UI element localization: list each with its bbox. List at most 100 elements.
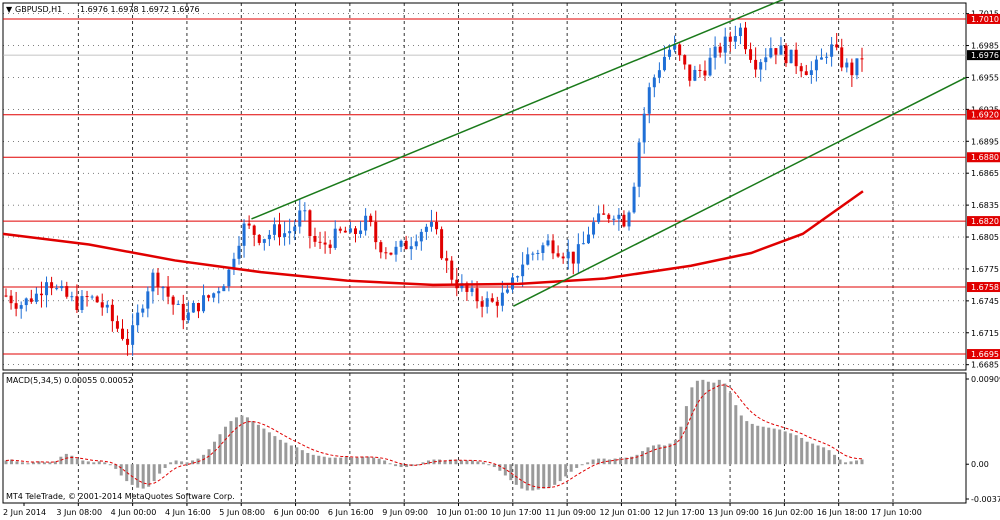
candle	[728, 31, 732, 52]
candle	[764, 48, 768, 71]
level-price-tag	[967, 13, 1000, 24]
candle	[207, 294, 211, 302]
candle	[850, 58, 854, 87]
candle	[576, 233, 580, 274]
price-tick-label: 1.6985	[971, 42, 999, 51]
candle	[749, 42, 753, 63]
macd-bar	[147, 464, 151, 487]
time-tick-label: 12 Jun 17:00	[654, 508, 705, 517]
macd-bar	[130, 464, 134, 485]
moving-average	[2, 190, 864, 287]
price-tick-label: 1.6805	[971, 233, 999, 242]
candle	[247, 215, 251, 229]
level-price-label: 1.6758	[971, 283, 999, 292]
macd-bar	[213, 441, 217, 465]
candle	[804, 64, 808, 76]
macd-bar	[470, 460, 474, 465]
trend-line[interactable]	[251, 0, 792, 220]
macd-bar	[509, 464, 513, 481]
price-tick-label: 1.6775	[971, 265, 999, 274]
macd-bar	[750, 423, 754, 465]
candle	[733, 25, 737, 50]
macd-bar	[240, 415, 244, 465]
candle	[120, 319, 124, 341]
macd-bar	[218, 434, 222, 465]
level-price-label: 1.6820	[971, 217, 999, 226]
candle	[262, 238, 266, 251]
time-tick-label: 11 Jun 09:00	[545, 508, 596, 517]
candle	[131, 313, 135, 356]
candle	[799, 62, 803, 78]
macd-bar	[399, 464, 403, 468]
macd-bar	[372, 457, 376, 465]
candle	[141, 304, 145, 318]
macd-bar	[619, 457, 623, 465]
macd-bar	[300, 450, 304, 465]
candle	[647, 82, 651, 124]
macd-bar	[114, 464, 118, 469]
macd-bar	[328, 457, 332, 465]
macd-bar	[564, 464, 568, 477]
macd-bar	[487, 464, 491, 466]
macd-bar	[119, 464, 123, 476]
macd-bar	[443, 460, 447, 465]
candle	[212, 292, 216, 303]
candle	[612, 215, 616, 226]
candle	[369, 213, 373, 227]
macd-bar	[465, 460, 469, 465]
candle	[364, 208, 368, 236]
level-price-tag	[967, 109, 1000, 120]
candle	[703, 60, 707, 81]
macd-label: MACD(5,34,5) 0.00055 0.00052	[6, 376, 133, 385]
price-tick-label: 1.6955	[971, 73, 999, 82]
time-axis: 2 Jun 2014 3 Jun 08:00 4 Jun 00:00 4 Jun 16…	[3, 503, 922, 517]
time-tick-label: 3 Jun 08:00	[56, 508, 102, 517]
time-tick-label: 10 Jun 01:00	[437, 508, 488, 517]
macd-bar	[333, 457, 337, 465]
macd-bar	[278, 439, 282, 465]
macd-bar	[37, 461, 41, 465]
macd-bar	[355, 457, 359, 465]
macd-axis: 0.00909 0.00 -0.00371	[966, 375, 1000, 504]
candle	[424, 223, 428, 240]
macd-bar	[547, 464, 551, 488]
time-tick-label: 16 Jun 02:00	[762, 508, 813, 517]
candle	[19, 301, 23, 319]
candle	[860, 47, 864, 72]
macd-bar	[437, 459, 441, 465]
candle	[181, 294, 185, 330]
macd-bar	[476, 461, 480, 465]
macd-bar	[597, 458, 601, 465]
macd-bar	[163, 464, 167, 468]
main-plot-frame	[2, 2, 967, 371]
candle	[723, 27, 727, 64]
macd-bar	[4, 460, 8, 465]
candle	[622, 210, 626, 228]
macd-bar	[739, 415, 743, 465]
price-tick-label: 1.6835	[971, 201, 999, 210]
candle	[435, 211, 439, 235]
macd-bar	[706, 381, 710, 465]
macd-bar	[405, 464, 409, 468]
macd-bar	[262, 428, 266, 465]
candle	[359, 221, 363, 238]
candle	[80, 290, 84, 313]
candle	[845, 58, 849, 73]
candle	[105, 300, 109, 314]
candle	[607, 213, 611, 224]
dropdown-arrow-icon[interactable]: ▼	[6, 5, 13, 14]
candle	[445, 250, 449, 273]
candle	[156, 268, 160, 296]
macd-bar	[745, 421, 749, 465]
candle	[490, 293, 494, 303]
candle	[272, 217, 276, 241]
trend-line[interactable]	[513, 76, 967, 307]
candle	[713, 36, 717, 70]
candle	[516, 275, 520, 282]
level-price-label: 1.6880	[971, 153, 999, 162]
candle	[505, 283, 509, 294]
macd-bar	[542, 464, 546, 489]
candle	[617, 208, 621, 231]
candle	[115, 315, 119, 333]
